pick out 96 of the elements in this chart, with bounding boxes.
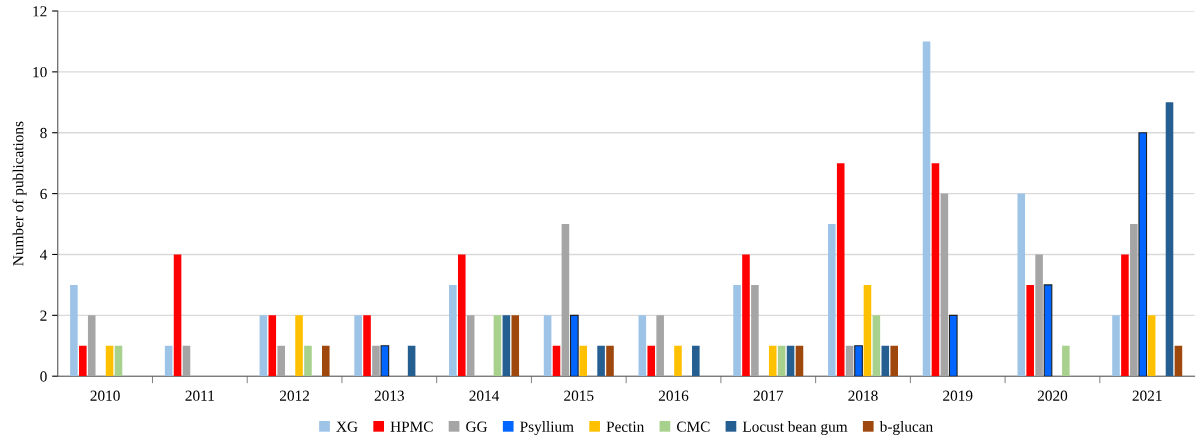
bar	[845, 345, 854, 377]
bar	[638, 315, 647, 377]
bar	[881, 345, 890, 377]
legend-label: Locust bean gum	[742, 421, 848, 435]
bar	[674, 345, 682, 377]
bar	[70, 284, 78, 377]
bar	[828, 224, 836, 377]
bar	[872, 315, 881, 377]
bar	[890, 345, 898, 377]
legend-label: Psyllium	[520, 421, 574, 435]
legend-label: GG	[466, 421, 488, 432]
bar	[931, 163, 940, 377]
bar	[87, 315, 96, 377]
bar	[493, 315, 502, 377]
bar	[114, 345, 123, 377]
legend-label: XG	[336, 421, 358, 432]
legend-label: CMC	[676, 421, 710, 432]
bar	[751, 284, 759, 377]
bar	[768, 345, 777, 377]
legend-label: b-glucan	[879, 421, 933, 435]
bar	[1112, 315, 1120, 377]
bar	[182, 345, 191, 377]
legend-label: Pectin	[606, 421, 645, 432]
bar	[1026, 284, 1034, 377]
x-tick-label: 2010	[90, 390, 120, 401]
bar	[647, 345, 656, 377]
bar	[1138, 132, 1148, 377]
x-tick-label: 2015	[564, 390, 594, 401]
bar	[569, 314, 579, 377]
x-tick-label: 2018	[848, 390, 878, 401]
bar	[277, 345, 285, 377]
bar	[742, 254, 750, 377]
x-tick-label: 2014	[469, 390, 500, 401]
bar	[502, 315, 511, 377]
bar	[1043, 284, 1053, 377]
bar	[795, 345, 804, 377]
bar	[656, 315, 664, 377]
bar	[457, 254, 466, 377]
bar	[295, 315, 303, 377]
y-tick-label: 2	[40, 310, 47, 321]
y-tick-label: 12	[33, 6, 47, 17]
bar	[79, 345, 87, 377]
bar	[579, 345, 588, 377]
bar	[354, 315, 362, 377]
bar	[1147, 315, 1156, 377]
x-tick-label: 2013	[374, 390, 404, 401]
bar	[105, 345, 114, 377]
bar	[173, 254, 182, 377]
x-tick-label: 2020	[1037, 390, 1068, 401]
bar	[1121, 254, 1129, 377]
x-tick-label: 2019	[943, 390, 973, 401]
bar	[863, 284, 872, 377]
bar	[466, 315, 475, 377]
bar	[322, 345, 330, 377]
y-tick-label: 10	[33, 67, 47, 78]
bar	[543, 315, 552, 377]
bar	[940, 193, 949, 377]
bar	[1017, 193, 1026, 377]
x-tick-label: 2017	[753, 390, 784, 401]
x-tick-label: 2021	[1132, 390, 1162, 401]
bar	[304, 345, 312, 377]
bar	[786, 345, 795, 377]
bar	[561, 224, 570, 377]
bar	[606, 345, 614, 377]
y-axis-title: Number of publications	[12, 121, 27, 266]
bar	[380, 345, 390, 377]
legend-label: HPMC	[390, 421, 433, 432]
bar	[363, 315, 371, 377]
bar	[692, 345, 700, 377]
bar	[1130, 224, 1138, 377]
bar	[449, 284, 457, 377]
y-tick-label: 0	[40, 371, 47, 382]
x-tick-label: 2016	[658, 390, 689, 401]
bar	[1035, 254, 1043, 377]
bar	[268, 315, 277, 377]
bar	[948, 314, 958, 377]
x-tick-label: 2012	[279, 390, 310, 401]
bar	[597, 345, 605, 377]
y-tick-label: 6	[40, 188, 47, 200]
bar	[836, 163, 845, 377]
bar	[1174, 345, 1183, 377]
bar	[733, 284, 741, 377]
bar	[1062, 345, 1070, 377]
bar	[259, 315, 268, 377]
bar	[922, 41, 931, 377]
x-tick-label: 2011	[185, 390, 214, 401]
y-tick-label: 8	[40, 127, 47, 139]
bar	[777, 345, 786, 377]
bar	[372, 345, 380, 377]
bar	[407, 345, 416, 377]
bar	[552, 345, 561, 377]
bar	[511, 315, 520, 377]
bar	[854, 345, 863, 377]
y-tick-label: 4	[39, 249, 48, 260]
bar	[164, 345, 173, 377]
bar	[1165, 102, 1174, 377]
